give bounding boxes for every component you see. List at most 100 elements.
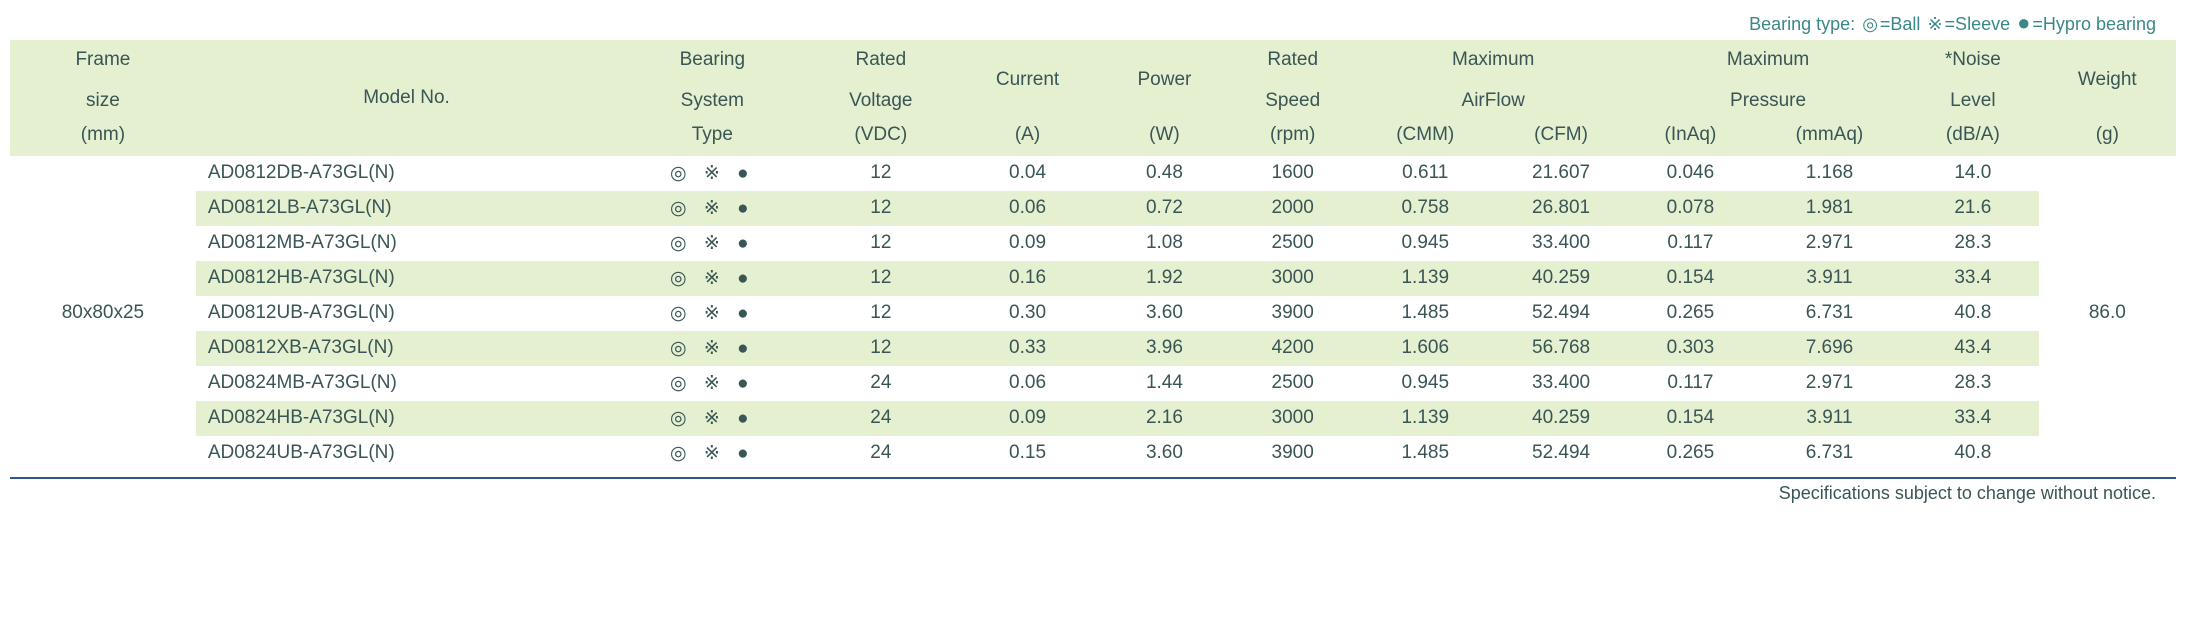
th-speed-2: Speed [1228, 81, 1357, 122]
current-cell: 0.04 [954, 156, 1101, 191]
table-row: AD0824UB-A73GL(N)◎ ※ ●240.153.6039001.48… [10, 436, 2176, 471]
inaq-cell: 0.303 [1629, 331, 1752, 366]
spec-table: Frame Model No. Bearing Rated Current Po… [10, 40, 2176, 471]
inaq-cell: 0.154 [1629, 401, 1752, 436]
cfm-cell: 33.400 [1493, 226, 1629, 261]
th-frame-2: size [10, 81, 196, 122]
table-header: Frame Model No. Bearing Rated Current Po… [10, 40, 2176, 156]
bearing-cell: ◎ ※ ● [617, 156, 807, 191]
inaq-cell: 0.117 [1629, 366, 1752, 401]
voltage-cell: 12 [807, 331, 954, 366]
ball-symbol: ◎ [1862, 14, 1878, 35]
cfm-cell: 52.494 [1493, 436, 1629, 471]
th-noise-3: (dB/A) [1907, 121, 2039, 156]
voltage-cell: 12 [807, 191, 954, 226]
current-cell: 0.16 [954, 261, 1101, 296]
bearing-cell: ◎ ※ ● [617, 401, 807, 436]
speed-cell: 3000 [1228, 261, 1357, 296]
current-cell: 0.09 [954, 226, 1101, 261]
noise-cell: 21.6 [1907, 191, 2039, 226]
power-cell: 3.60 [1101, 436, 1228, 471]
mmaq-cell: 3.911 [1752, 401, 1907, 436]
current-cell: 0.15 [954, 436, 1101, 471]
cmm-cell: 0.945 [1357, 226, 1493, 261]
th-noise-2: Level [1907, 81, 2039, 122]
cfm-cell: 40.259 [1493, 401, 1629, 436]
bearing-cell: ◎ ※ ● [617, 296, 807, 331]
voltage-cell: 12 [807, 226, 954, 261]
bearing-cell: ◎ ※ ● [617, 191, 807, 226]
th-voltage-3: (VDC) [807, 121, 954, 156]
th-bearing-2: System [617, 81, 807, 122]
model-cell: AD0824UB-A73GL(N) [196, 436, 617, 471]
ball-label: =Ball [1880, 14, 1921, 34]
th-pressure-mmaq: (mmAq) [1752, 121, 1907, 156]
speed-cell: 2500 [1228, 366, 1357, 401]
model-cell: AD0812DB-A73GL(N) [196, 156, 617, 191]
th-model: Model No. [196, 40, 617, 156]
mmaq-cell: 6.731 [1752, 296, 1907, 331]
cfm-cell: 40.259 [1493, 261, 1629, 296]
table-row: AD0824HB-A73GL(N)◎ ※ ●240.092.1630001.13… [10, 401, 2176, 436]
cfm-cell: 52.494 [1493, 296, 1629, 331]
hypro-symbol: ● [2017, 10, 2030, 36]
model-cell: AD0824HB-A73GL(N) [196, 401, 617, 436]
speed-cell: 2000 [1228, 191, 1357, 226]
footer-note: Specifications subject to change without… [10, 477, 2176, 504]
cmm-cell: 0.945 [1357, 366, 1493, 401]
th-power-2: (W) [1101, 121, 1228, 156]
power-cell: 0.48 [1101, 156, 1228, 191]
model-cell: AD0812UB-A73GL(N) [196, 296, 617, 331]
th-voltage-1: Rated [807, 40, 954, 81]
bearing-cell: ◎ ※ ● [617, 366, 807, 401]
noise-cell: 14.0 [1907, 156, 2039, 191]
speed-cell: 3900 [1228, 436, 1357, 471]
current-cell: 0.06 [954, 366, 1101, 401]
cmm-cell: 1.139 [1357, 401, 1493, 436]
table-row: AD0812HB-A73GL(N)◎ ※ ●120.161.9230001.13… [10, 261, 2176, 296]
th-noise-1: *Noise [1907, 40, 2039, 81]
speed-cell: 4200 [1228, 331, 1357, 366]
bearing-legend: Bearing type: ◎=Ball ※=Sleeve ●=Hypro be… [10, 10, 2176, 36]
inaq-cell: 0.078 [1629, 191, 1752, 226]
current-cell: 0.06 [954, 191, 1101, 226]
th-voltage-2: Voltage [807, 81, 954, 122]
weight-cell: 86.0 [2039, 156, 2176, 471]
mmaq-cell: 7.696 [1752, 331, 1907, 366]
cmm-cell: 0.611 [1357, 156, 1493, 191]
th-speed-3: (rpm) [1228, 121, 1357, 156]
speed-cell: 2500 [1228, 226, 1357, 261]
th-frame-1: Frame [10, 40, 196, 81]
current-cell: 0.33 [954, 331, 1101, 366]
model-cell: AD0812MB-A73GL(N) [196, 226, 617, 261]
cfm-cell: 26.801 [1493, 191, 1629, 226]
mmaq-cell: 3.911 [1752, 261, 1907, 296]
voltage-cell: 24 [807, 401, 954, 436]
noise-cell: 28.3 [1907, 226, 2039, 261]
inaq-cell: 0.154 [1629, 261, 1752, 296]
sleeve-symbol: ※ [1927, 14, 1942, 35]
cmm-cell: 1.139 [1357, 261, 1493, 296]
inaq-cell: 0.117 [1629, 226, 1752, 261]
sleeve-label: =Sleeve [1945, 14, 2011, 34]
current-cell: 0.09 [954, 401, 1101, 436]
table-row: 80x80x25AD0812DB-A73GL(N)◎ ※ ●120.040.48… [10, 156, 2176, 191]
table-row: AD0812MB-A73GL(N)◎ ※ ●120.091.0825000.94… [10, 226, 2176, 261]
mmaq-cell: 2.971 [1752, 366, 1907, 401]
th-speed-1: Rated [1228, 40, 1357, 81]
bearing-cell: ◎ ※ ● [617, 226, 807, 261]
th-pressure-2: Pressure [1629, 81, 1907, 122]
mmaq-cell: 1.168 [1752, 156, 1907, 191]
th-weight-1: Weight [2039, 40, 2176, 121]
bearing-cell: ◎ ※ ● [617, 261, 807, 296]
noise-cell: 43.4 [1907, 331, 2039, 366]
model-cell: AD0812HB-A73GL(N) [196, 261, 617, 296]
noise-cell: 40.8 [1907, 296, 2039, 331]
mmaq-cell: 2.971 [1752, 226, 1907, 261]
th-airflow-cfm: (CFM) [1493, 121, 1629, 156]
speed-cell: 3000 [1228, 401, 1357, 436]
hypro-label: =Hypro bearing [2032, 14, 2156, 34]
table-body: 80x80x25AD0812DB-A73GL(N)◎ ※ ●120.040.48… [10, 156, 2176, 471]
noise-cell: 28.3 [1907, 366, 2039, 401]
cmm-cell: 1.485 [1357, 436, 1493, 471]
